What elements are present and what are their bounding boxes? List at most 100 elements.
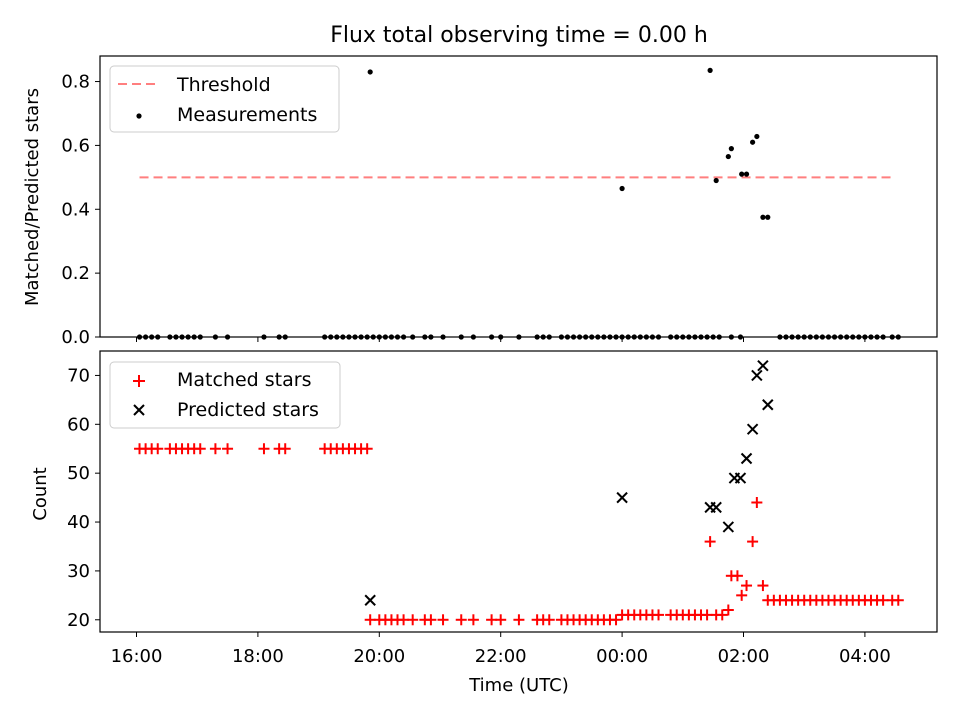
- bottom-y-axis-label: Count: [30, 467, 51, 520]
- matched-star-point: [704, 536, 716, 548]
- matched-star-point: [747, 536, 759, 548]
- measurement-point: [728, 146, 734, 152]
- x-stroke-b: [757, 359, 769, 372]
- matched-star-point: [751, 496, 763, 508]
- top-legend: Threshold Measurements: [109, 65, 340, 133]
- measurement-point: [760, 214, 766, 220]
- predicted-star-point: [710, 501, 722, 514]
- matched-star-point: [209, 443, 221, 455]
- matched-star-point: [152, 443, 164, 455]
- top-marks: [136, 67, 901, 340]
- matched-star-point: [407, 614, 419, 626]
- matched-star-point: [495, 614, 507, 626]
- bottom-y-tick-label: 70: [67, 365, 90, 386]
- measurement-point: [750, 139, 756, 145]
- matched-star-point: [455, 614, 467, 626]
- matched-star-point: [425, 614, 437, 626]
- matched-star-point: [222, 443, 234, 455]
- x-tick-label: 18:00: [232, 646, 284, 667]
- predicted-star-point: [364, 594, 376, 606]
- top-y-tick-label: 0.0: [61, 327, 90, 348]
- matched-star-point: [361, 443, 373, 455]
- bottom-y-tick-label: 30: [67, 561, 90, 582]
- matched-star-point: [757, 580, 769, 592]
- top-axes-frame: [99, 55, 938, 338]
- top-y-tick-label: 0.4: [61, 199, 90, 220]
- bottom-y-tick-label: 40: [67, 512, 90, 533]
- predicted-star-point: [734, 472, 747, 484]
- top-legend-box: [109, 65, 340, 133]
- x-tick-label: 16:00: [111, 646, 163, 667]
- predicted-star-point: [751, 369, 763, 382]
- x-stroke-b: [740, 452, 753, 465]
- measurement-point: [725, 153, 731, 160]
- predicted-legend-swatch: [133, 404, 145, 416]
- measurement-point: [743, 171, 750, 177]
- matched-legend-swatch: [133, 375, 145, 387]
- top-y-tick-label: 0.8: [61, 72, 90, 93]
- x-tick-label: 22:00: [475, 646, 527, 667]
- top-y-axis-label: Matched/Predicted stars: [22, 88, 43, 306]
- matched-star-point: [736, 589, 748, 601]
- matched-star-point: [543, 614, 555, 626]
- bottom-y-tick-label: 50: [67, 463, 90, 484]
- threshold-legend-label: Threshold: [176, 74, 271, 96]
- measurements-legend-label: Measurements: [177, 104, 317, 126]
- matched-star-point: [279, 443, 291, 455]
- predicted-star-point: [762, 399, 774, 411]
- matched-legend-label: Matched stars: [177, 369, 311, 391]
- x-tick-label: 04:00: [839, 646, 891, 667]
- matched-star-point: [194, 443, 206, 455]
- bottom-marks: [134, 359, 904, 626]
- x-tick-label: 20:00: [353, 646, 405, 667]
- chart-title: Flux total observing time = 0.00 h: [330, 23, 708, 48]
- bottom-panel: 16:00 18:00 20:00 22:00 00:00 02:00 04:00 20 30 4…: [30, 350, 938, 696]
- bottom-legend-box: [109, 361, 341, 429]
- matched-star-point: [731, 570, 743, 582]
- measurement-point: [619, 185, 625, 192]
- bottom-ticks: 16:00 18:00 20:00 22:00 00:00 02:00 04:00 20 30 4…: [67, 365, 891, 667]
- x-stroke-b: [762, 399, 774, 411]
- measurement-point: [754, 133, 760, 140]
- top-panel: 0.00.20.40.60.8 Matched/Predicted stars …: [22, 55, 938, 348]
- x-tick-label: 02:00: [718, 646, 770, 667]
- matched-star-point: [513, 614, 525, 626]
- predicted-star-point: [746, 423, 759, 435]
- x-stroke-b: [722, 521, 735, 533]
- bottom-y-tick-label: 60: [67, 414, 90, 435]
- x-stroke-b: [364, 594, 376, 606]
- x-tick-label: 00:00: [596, 646, 648, 667]
- x-stroke-b: [751, 369, 763, 382]
- measurement-point: [765, 214, 771, 220]
- matched-star-point: [653, 609, 665, 621]
- bottom-y-tick-label: 20: [67, 610, 90, 631]
- top-y-tick-label: 0.6: [61, 135, 90, 156]
- predicted-star-point: [757, 359, 769, 372]
- predicted-star-point: [616, 491, 628, 504]
- measurement-point: [707, 67, 713, 73]
- matched-star-point: [258, 443, 270, 455]
- x-stroke-b: [616, 491, 628, 504]
- matched-star-point: [610, 614, 622, 626]
- bottom-legend: Matched stars Predicted stars: [109, 361, 341, 429]
- top-y-tick-label: 0.2: [61, 263, 90, 284]
- measurement-point: [713, 177, 719, 184]
- bottom-axes-frame: [99, 350, 938, 633]
- measurements-legend-swatch: [136, 113, 142, 119]
- predicted-star-point: [740, 452, 753, 465]
- x-axis-label: Time (UTC): [468, 675, 569, 696]
- x-stroke-b: [710, 501, 722, 514]
- matched-star-point: [437, 614, 449, 626]
- matched-star-point: [716, 609, 728, 621]
- matched-star-point: [722, 604, 734, 616]
- top-ticks: 0.0 0.2 0.4 0.6 0.8: [61, 72, 866, 348]
- matched-star-point: [741, 580, 753, 592]
- matched-star-point: [467, 614, 479, 626]
- x-stroke-b: [734, 472, 747, 484]
- predicted-legend-label: Predicted stars: [177, 399, 319, 421]
- x-stroke-b: [746, 423, 759, 435]
- matched-star-point: [892, 594, 904, 606]
- measurement-point: [739, 171, 745, 177]
- measurement-point: [367, 69, 373, 75]
